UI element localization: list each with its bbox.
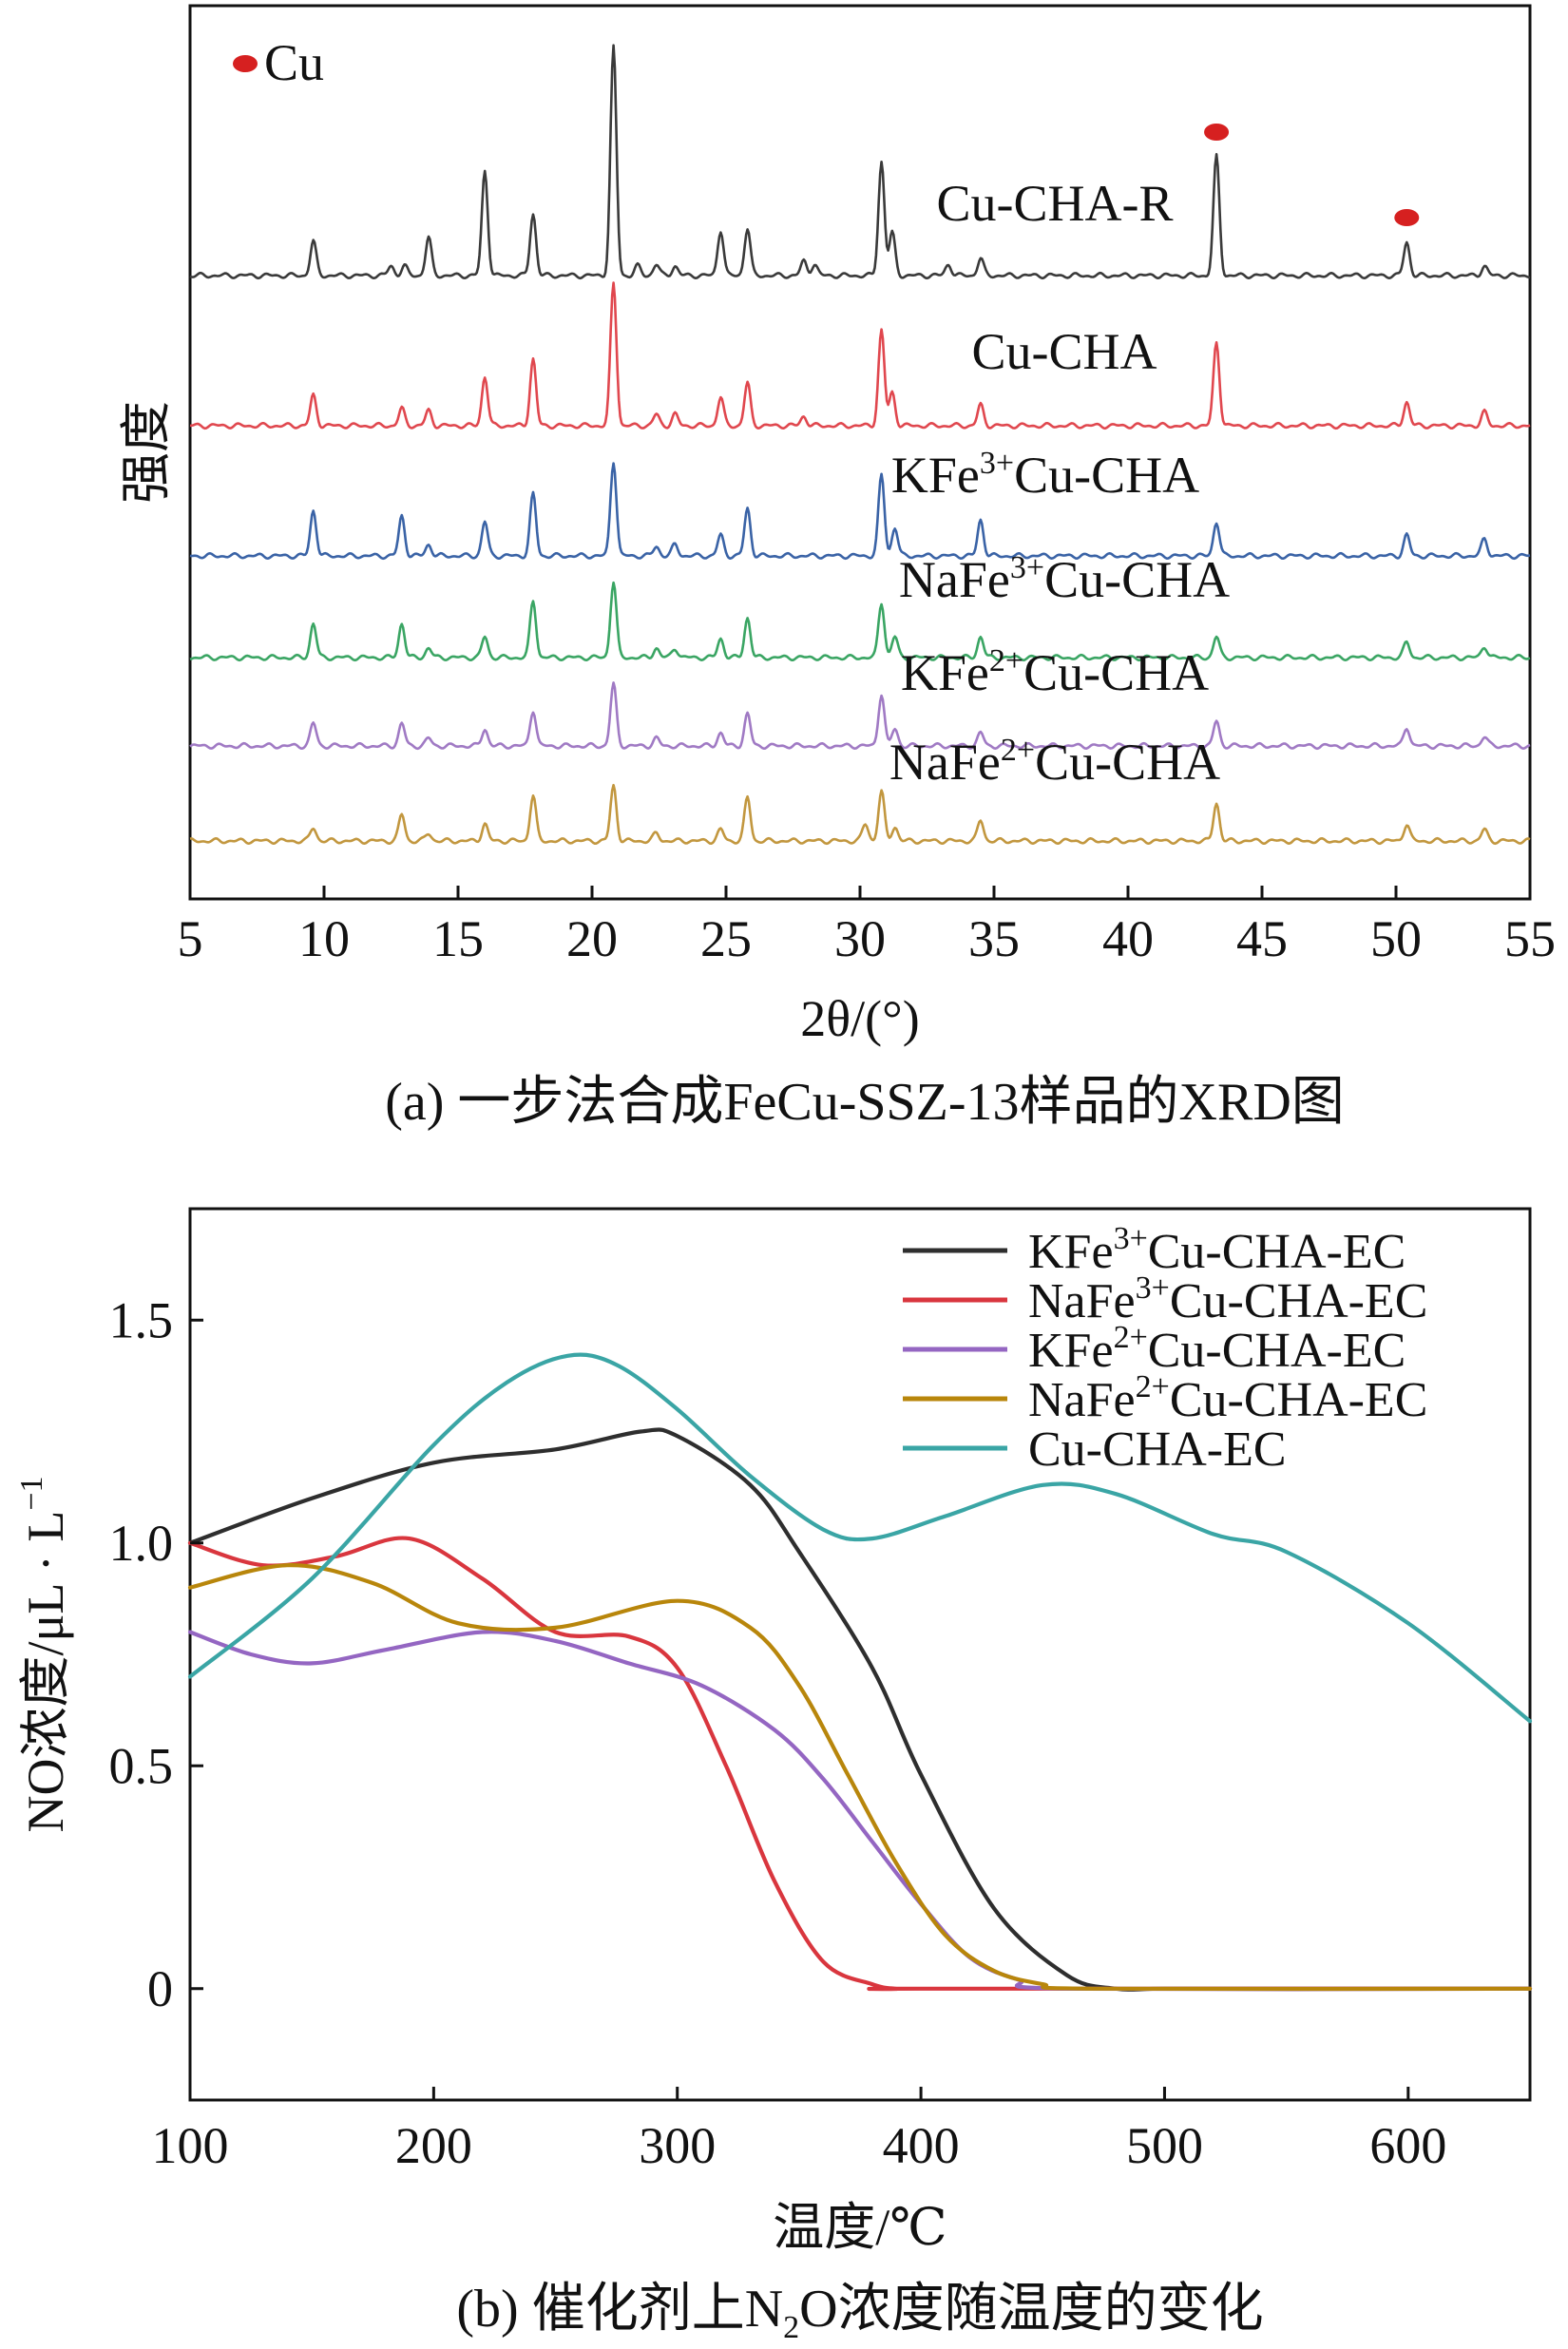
xrd-label-nafe3pcu-cha-main: NaFe (899, 551, 1010, 608)
panel-b-x-tick-label: 100 (152, 2117, 229, 2174)
panel-b-caption-post: O浓度随温度的变化 (799, 2280, 1263, 2339)
panel-a-x-tick-label: 25 (700, 910, 752, 967)
xrd-trace-nafe2pcu-cha (189, 783, 1531, 846)
curve-nafe2pcu-cha-ec (187, 1563, 1533, 1992)
curve-cu-cha-ec (187, 1352, 1533, 1724)
curve-kfe2pcu-cha-ec (187, 1630, 1533, 1992)
panel-b-y-tick-label: 1.5 (109, 1291, 174, 1348)
legend-label-nafe3pcu-cha-ec: NaFe3+Cu-CHA-EC (1028, 1270, 1427, 1328)
legend-label-nafe2pcu-cha-ec-sup: 2+ (1136, 1369, 1170, 1404)
panel-a-x-tick-label: 5 (178, 910, 203, 967)
xrd-label-kfe2pcu-cha-tail: Cu-CHA (1023, 644, 1209, 701)
xrd-trace-cu-cha-r (189, 44, 1531, 280)
xrd-label-nafe2pcu-cha: NaFe2+Cu-CHA (889, 733, 1220, 791)
legend-label-kfe3pcu-cha-ec-sup: 3+ (1114, 1221, 1148, 1256)
panel-b-caption: (b) 催化剂上N2O浓度随温度的变化 (456, 2280, 1263, 2345)
panel-b-curves (187, 1352, 1533, 1992)
xrd-label-kfe2pcu-cha: KFe2+Cu-CHA (901, 643, 1209, 701)
panel-b-y-tick-label: 0 (147, 1960, 173, 2017)
xrd-label-kfe3pcu-cha-main: KFe (891, 447, 980, 504)
panel-b-caption-sub: 2 (783, 2310, 799, 2345)
panel-a-x-tick-label: 10 (298, 910, 350, 967)
xrd-label-nafe2pcu-cha-main: NaFe (889, 734, 1001, 791)
xrd-label-cu-cha-r-main: Cu-CHA-R (936, 175, 1173, 232)
panel-b-x-ticks: 100 200 300 400 500 600 (152, 2087, 1446, 2174)
panel-a-cu-markers (1204, 124, 1420, 226)
xrd-label-nafe2pcu-cha-sup: 2+ (1001, 733, 1035, 768)
xrd-label-kfe2pcu-cha-sup: 2+ (989, 643, 1023, 678)
xrd-label-nafe3pcu-cha: NaFe3+Cu-CHA (899, 550, 1230, 608)
legend-cu-marker (233, 55, 258, 72)
legend-label-nafe3pcu-cha-ec-main: NaFe (1028, 1274, 1136, 1328)
xrd-label-kfe3pcu-cha-sup: 3+ (980, 446, 1014, 481)
panel-a-x-tick-label: 20 (566, 910, 618, 967)
panel-b-y-axis-title-main: NO浓度/μL · L (17, 1511, 74, 1833)
xrd-label-kfe3pcu-cha: KFe3+Cu-CHA (891, 446, 1199, 504)
panel-a-y-axis-title: 强度 (118, 401, 175, 504)
panel-a-series-group (189, 44, 1531, 846)
legend-label-cu-cha-ec: Cu-CHA-EC (1028, 1423, 1287, 1477)
panel-b-line-chart: 100 200 300 400 500 600 00.51.01.5 KFe3+Cu-CH… (14, 1207, 1533, 2345)
legend-label-nafe2pcu-cha-ec: NaFe2+Cu-CHA-EC (1028, 1369, 1427, 1427)
panel-a-plot-frame (188, 4, 1532, 901)
panel-a-x-tick-label: 55 (1504, 910, 1556, 967)
panel-b-caption-pre: (b) 催化剂上N (456, 2280, 783, 2339)
xrd-label-kfe3pcu-cha-tail: Cu-CHA (1014, 447, 1199, 504)
panel-b-x-tick-label: 300 (639, 2117, 716, 2174)
xrd-label-cu-cha-main: Cu-CHA (971, 323, 1157, 380)
xrd-label-nafe2pcu-cha-tail: Cu-CHA (1035, 734, 1220, 791)
curve-kfe3pcu-cha-ec (187, 1427, 1533, 1992)
legend-cu-label: Cu (264, 34, 324, 91)
panel-a-x-tick-label: 50 (1370, 910, 1422, 967)
curve-nafe3pcu-cha-ec (187, 1536, 1533, 1992)
legend-label-kfe2pcu-cha-ec-main: KFe (1028, 1324, 1114, 1378)
panel-a-x-tick-label: 15 (432, 910, 484, 967)
panel-a-caption: (a) 一步法合成FeCu-SSZ-13样品的XRD图 (385, 1073, 1345, 1132)
panel-a-x-tick-label: 45 (1236, 910, 1288, 967)
panel-b-y-axis-title-sup: −1 (14, 1476, 49, 1510)
legend-label-nafe2pcu-cha-ec-tail: Cu-CHA-EC (1170, 1373, 1428, 1427)
panel-b-x-tick-label: 200 (395, 2117, 472, 2174)
panel-b-x-tick-label: 600 (1369, 2117, 1446, 2174)
legend-label-kfe2pcu-cha-ec: KFe2+Cu-CHA-EC (1028, 1320, 1405, 1378)
legend-label-nafe3pcu-cha-ec-tail: Cu-CHA-EC (1170, 1274, 1428, 1328)
panel-b-x-tick-label: 400 (883, 2117, 960, 2174)
xrd-label-nafe3pcu-cha-sup: 3+ (1010, 550, 1044, 585)
panel-b-y-ticks: 0 0.5 1.0 1.5 (109, 1291, 203, 2017)
panel-b-x-tick-label: 500 (1126, 2117, 1203, 2174)
legend-label-nafe3pcu-cha-ec-sup: 3+ (1136, 1270, 1170, 1306)
xrd-trace-nafe3pcu-cha (189, 581, 1531, 662)
legend-label-kfe2pcu-cha-ec-sup: 2+ (1114, 1320, 1148, 1355)
panel-b-y-axis-title: NO浓度/μL · L−1 (14, 1476, 74, 1832)
panel-a-x-tick-label: 30 (834, 910, 886, 967)
panel-a-x-ticks: 5 10 15 20 25 30 35 40 45 50 55 (178, 886, 1556, 967)
legend-label-kfe3pcu-cha-ec-tail: Cu-CHA-EC (1148, 1225, 1406, 1279)
panel-a-x-tick-label: 40 (1102, 910, 1154, 967)
panel-b-legend: KFe3+Cu-CHA-ECNaFe3+Cu-CHA-ECKFe2+Cu-CHA… (903, 1221, 1427, 1477)
legend-label-cu-cha-ec-main: Cu-CHA-EC (1028, 1423, 1287, 1477)
xrd-label-cu-cha-r: Cu-CHA-R (936, 175, 1173, 232)
legend-label-kfe3pcu-cha-ec: KFe3+Cu-CHA-EC (1028, 1221, 1405, 1279)
panel-b-y-tick-label: 0.5 (109, 1737, 174, 1794)
legend-label-nafe2pcu-cha-ec-main: NaFe (1028, 1373, 1136, 1427)
panel-b-x-axis-title: 温度/℃ (773, 2199, 947, 2256)
xrd-label-nafe3pcu-cha-tail: Cu-CHA (1044, 551, 1230, 608)
panel-a-xrd-chart: Cu-CHA-RCu-CHAKFe3+Cu-CHANaFe3+Cu-CHAKFe… (118, 4, 1556, 1132)
panel-a-series-labels: Cu-CHA-RCu-CHAKFe3+Cu-CHANaFe3+Cu-CHAKFe… (889, 175, 1230, 791)
cu-peak-marker (1204, 124, 1230, 141)
panel-a-x-axis-title: 2θ/(°) (800, 990, 919, 1047)
legend-label-kfe3pcu-cha-ec-main: KFe (1028, 1225, 1114, 1279)
cu-peak-marker (1394, 209, 1420, 226)
legend-label-kfe2pcu-cha-ec-tail: Cu-CHA-EC (1148, 1324, 1406, 1378)
xrd-trace-cu-cha (189, 281, 1531, 430)
panel-b-y-tick-label: 1.0 (109, 1515, 174, 1572)
xrd-label-cu-cha: Cu-CHA (971, 323, 1157, 380)
panel-b-plot-frame (188, 1207, 1532, 2102)
xrd-label-kfe2pcu-cha-main: KFe (901, 644, 989, 701)
panel-a-x-tick-label: 35 (968, 910, 1020, 967)
xrd-trace-kfe2pcu-cha (189, 681, 1531, 751)
xrd-trace-kfe3pcu-cha (189, 462, 1531, 561)
